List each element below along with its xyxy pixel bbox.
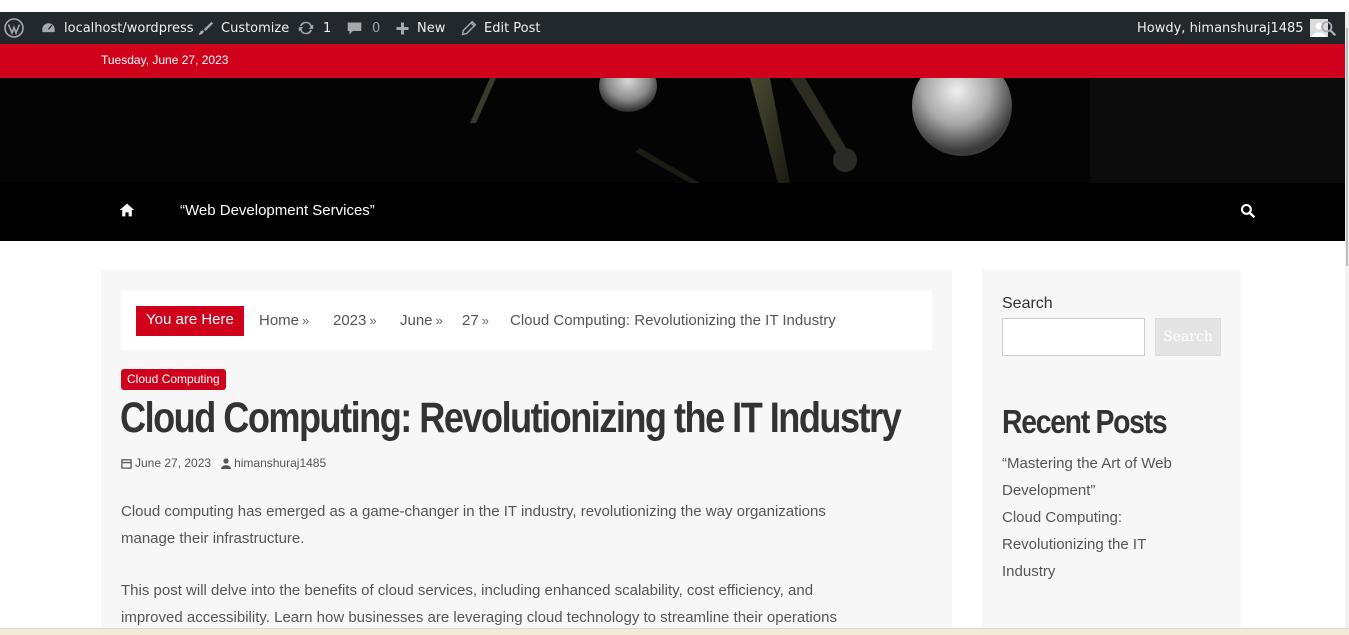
user-avatar-icon — [1311, 22, 1326, 37]
paragraph-line: Cloud computing has emerged as a game-ch… — [121, 503, 826, 520]
category-badge[interactable]: Cloud Computing — [121, 369, 226, 390]
current-date: Tuesday, June 27, 2023 — [101, 53, 229, 67]
admin-search-button[interactable] — [1320, 12, 1337, 44]
edit-post-label: Edit Post — [484, 20, 541, 36]
paragraph-line: improved accessibility. Learn how busine… — [121, 609, 837, 626]
search-input[interactable] — [1002, 318, 1145, 356]
customize-label: Customize — [221, 20, 290, 36]
recent-posts-list: “Mastering the Art of Web Development” C… — [1002, 450, 1222, 585]
my-account-link[interactable]: Howdy, himanshuraj1485 — [1137, 12, 1328, 44]
double-chevron-right-icon: » — [369, 313, 377, 328]
wp-admin-bar: localhost/wordpress Customize 1 0 New Ed… — [0, 12, 1345, 44]
double-chevron-right-icon: » — [302, 313, 310, 328]
recent-post-line: Revolutionizing the IT — [1002, 536, 1147, 553]
site-name-label: localhost/wordpress — [64, 20, 194, 36]
breadcrumb-item-label: Home — [259, 312, 300, 329]
updates-link[interactable]: 1 — [297, 12, 331, 44]
recent-post-line: Cloud Computing: — [1002, 509, 1123, 526]
breadcrumb-item-home[interactable]: Home» — [259, 312, 309, 329]
double-chevron-right-icon: » — [435, 313, 443, 328]
search-button[interactable]: Search — [1155, 318, 1221, 356]
wordpress-logo-button[interactable] — [4, 12, 24, 44]
user-icon — [221, 457, 232, 469]
post-author[interactable]: himanshuraj1485 — [234, 456, 327, 470]
comments-count: 0 — [372, 20, 381, 36]
edit-post-link[interactable]: Edit Post — [461, 12, 541, 44]
post-meta: June 27, 2023 himanshuraj1485 — [121, 456, 326, 470]
nav-search-button[interactable] — [1240, 203, 1256, 223]
water-droplets-image — [0, 78, 1345, 183]
recent-post-line: Industry — [1002, 563, 1056, 580]
scrollbar-track[interactable] — [1345, 12, 1349, 635]
recent-posts-title: Recent Posts — [1002, 403, 1168, 440]
search-widget-title: Search — [1002, 295, 1053, 312]
breadcrumb: You are Here Home» 2023» June» 27» Cloud… — [121, 291, 932, 350]
header-image — [0, 78, 1345, 183]
sidebar: Search Search Recent Posts “Mastering th… — [982, 270, 1241, 635]
updates-count: 1 — [323, 20, 332, 36]
breadcrumb-item-label: 2023 — [333, 312, 367, 329]
window-top-strip — [0, 0, 1349, 12]
paintbrush-icon — [198, 21, 214, 35]
breadcrumb-label: You are Here — [136, 306, 244, 336]
howdy-text: Howdy, himanshuraj1485 — [1137, 20, 1304, 36]
scrollbar-thumb[interactable] — [1346, 28, 1348, 266]
plus-icon — [396, 22, 409, 34]
comment-icon — [347, 22, 362, 34]
breadcrumb-item-current: Cloud Computing: Revolutionizing the IT … — [510, 312, 836, 329]
recent-post-link[interactable]: “Mastering the Art of Web Development” — [1002, 450, 1222, 504]
home-link[interactable] — [119, 202, 135, 222]
updates-icon — [298, 21, 314, 35]
main-content: You are Here Home» 2023» June» 27» Cloud… — [101, 270, 952, 635]
site-name-link[interactable]: localhost/wordpress — [40, 12, 194, 44]
new-label: New — [417, 20, 446, 36]
post-date[interactable]: June 27, 2023 — [135, 456, 212, 470]
breadcrumb-item-label: June — [400, 312, 433, 329]
breadcrumb-item-label: 27 — [462, 312, 479, 329]
new-content-link[interactable]: New — [395, 12, 445, 44]
home-icon — [119, 203, 135, 217]
comments-link[interactable]: 0 — [346, 12, 380, 44]
recent-post-link[interactable]: Cloud Computing: Revolutionizing the IT … — [1002, 504, 1222, 585]
post-paragraph-2: This post will delve into the benefits o… — [121, 577, 921, 631]
breadcrumb-item-month[interactable]: June» — [400, 312, 443, 329]
breadcrumb-item-day[interactable]: 27» — [462, 312, 489, 329]
search-icon — [1240, 203, 1256, 219]
pencil-icon — [461, 20, 477, 36]
post-paragraph-1: Cloud computing has emerged as a game-ch… — [121, 498, 921, 552]
breadcrumb-item-year[interactable]: 2023» — [333, 312, 377, 329]
recent-post-line: “Mastering the Art of Web — [1002, 455, 1172, 472]
main-navigation: “Web Development Services” — [0, 183, 1345, 241]
calendar-icon — [121, 458, 132, 469]
taskbar-edge — [0, 628, 1349, 635]
nav-item-web-development-services[interactable]: “Web Development Services” — [180, 202, 375, 219]
post-title: Cloud Computing: Revolutionizing the IT … — [120, 394, 902, 442]
search-icon — [1321, 20, 1337, 36]
dashboard-icon — [41, 21, 56, 33]
top-date-bar: Tuesday, June 27, 2023 — [0, 44, 1345, 78]
wordpress-icon — [4, 18, 24, 38]
recent-post-line: Development” — [1002, 482, 1096, 499]
paragraph-line: manage their infrastructure. — [121, 530, 305, 547]
paragraph-line: This post will delve into the benefits o… — [121, 582, 814, 599]
double-chevron-right-icon: » — [481, 313, 489, 328]
customize-link[interactable]: Customize — [197, 12, 289, 44]
